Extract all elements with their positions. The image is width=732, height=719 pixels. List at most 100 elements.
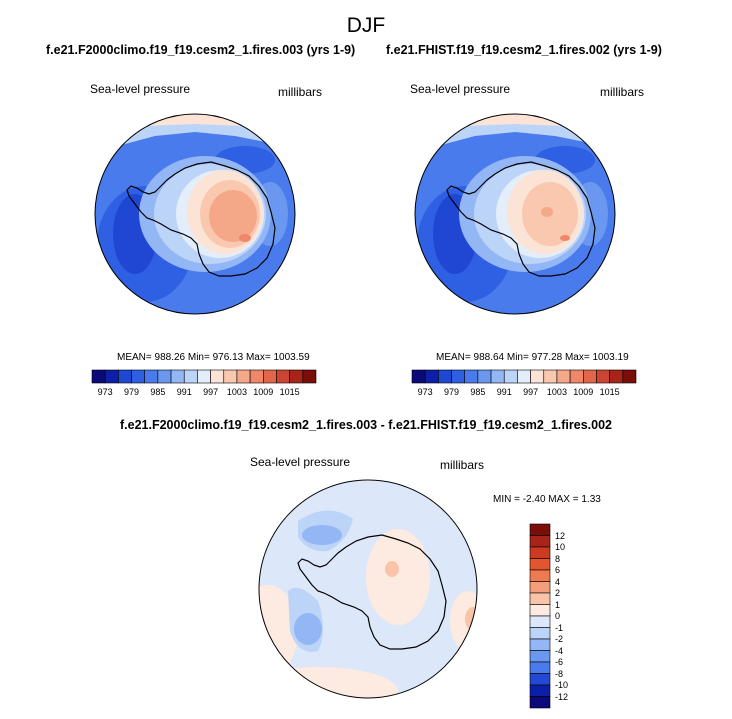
difference-title: f.e21.F2000climo.f19_f19.cesm2_1.fires.0… — [120, 418, 612, 432]
colorbar-tick-label: 991 — [496, 387, 512, 397]
left-stats: MEAN= 988.26 Min= 976.13 Max= 1003.59 — [117, 352, 310, 363]
colorbar-tick-label: 997 — [523, 387, 539, 397]
colorbar-swatch — [451, 369, 466, 384]
colorbar-tick-label: 973 — [97, 387, 113, 397]
right-stats: MEAN= 988.64 Min= 977.28 Max= 1003.19 — [436, 352, 629, 363]
diff-colorbar-tick-label: -1 — [555, 622, 564, 633]
diff-colorbar-swatch — [529, 558, 551, 571]
diff-colorbar-tick-label: 10 — [555, 542, 566, 552]
colorbar-swatch — [249, 369, 264, 384]
colorbar-tick-label: 1015 — [279, 387, 300, 397]
left-panel-title: f.e21.F2000climo.f19_f19.cesm2_1.fires.0… — [46, 43, 356, 57]
diff-stats: MIN = -2.40 MAX = 1.33 — [493, 494, 601, 505]
colorbar-swatch — [530, 369, 545, 384]
diff-colorbar-swatch — [529, 592, 551, 605]
diff-colorbar-swatch — [529, 569, 551, 582]
diff-colorbar-tick-label: 8 — [555, 553, 561, 564]
diff-colorbar-swatch — [529, 650, 551, 663]
diff-colorbar-swatch — [529, 615, 551, 628]
diff-colorbar-swatch — [529, 627, 551, 640]
diff-colorbar-tick-label: -12 — [555, 691, 569, 702]
diff-colorbar-swatch — [529, 673, 551, 686]
diff-colorbar-swatch — [529, 546, 551, 559]
colorbar-tick-label: 1015 — [599, 387, 620, 397]
colorbar-swatch — [144, 369, 159, 384]
colorbar-swatch — [210, 369, 225, 384]
colorbar-swatch — [556, 369, 571, 384]
left-units-label: millibars — [278, 85, 323, 99]
diff-colorbar-swatch — [529, 696, 551, 709]
diff-colorbar-tick-label: -4 — [555, 645, 564, 656]
left-colorbar — [91, 369, 317, 384]
colorbar-tick-label: 1009 — [573, 387, 594, 397]
colorbar-swatch — [276, 369, 290, 384]
colorbar-tick-label: 1003 — [546, 387, 567, 397]
colorbar-swatch — [170, 369, 185, 384]
colorbar-swatch — [197, 369, 211, 384]
left-map — [94, 113, 296, 315]
colorbar-tick-label: 979 — [444, 387, 460, 397]
colorbar-swatch — [569, 369, 584, 384]
colorbar-swatch — [411, 369, 426, 384]
right-map — [414, 113, 616, 315]
colorbar-swatch — [490, 369, 505, 384]
difference-map — [258, 479, 478, 699]
diff-colorbar-swatch — [529, 523, 551, 536]
diff-colorbar-tick-label: 12 — [555, 530, 566, 541]
colorbar-swatch — [596, 369, 610, 384]
diff-colorbar-tick-label: -6 — [555, 657, 564, 667]
colorbar-swatch — [622, 369, 637, 384]
colorbar-swatch — [131, 369, 146, 384]
diff-colorbar-tick-label: 2 — [555, 588, 561, 598]
colorbar-tick-label: 973 — [417, 387, 433, 397]
diff-variable-label: Sea-level pressure — [250, 455, 351, 469]
diff-colorbar-swatch — [529, 535, 551, 548]
diff-colorbar — [529, 523, 551, 709]
right-colorbar-ticks: 973 979 985 991 997 1003 1009 1015 — [412, 387, 636, 399]
diff-colorbar-swatch — [529, 661, 551, 674]
colorbar-tick-label: 979 — [124, 387, 140, 397]
colorbar-swatch — [543, 369, 558, 384]
colorbar-swatch — [438, 369, 452, 384]
right-variable-label: Sea-level pressure — [410, 82, 511, 96]
colorbar-swatch — [609, 369, 624, 384]
left-colorbar-ticks: 973 979 985 991 997 1003 1009 1015 — [92, 387, 316, 399]
colorbar-swatch — [118, 369, 132, 384]
diff-units-label: millibars — [440, 458, 485, 472]
diff-colorbar-tick-label: 0 — [555, 611, 561, 621]
colorbar-swatch — [183, 369, 198, 384]
colorbar-swatch — [262, 369, 277, 384]
diff-colorbar-swatch — [529, 604, 551, 617]
right-panel-title: f.e21.FHIST.f19_f19.cesm2_1.fires.002 (y… — [386, 43, 662, 57]
diff-colorbar-swatch — [529, 684, 551, 697]
colorbar-swatch — [302, 369, 317, 384]
colorbar-swatch — [582, 369, 597, 384]
right-colorbar — [411, 369, 637, 384]
colorbar-tick-label: 985 — [150, 387, 166, 397]
colorbar-swatch — [157, 369, 172, 384]
colorbar-swatch — [91, 369, 106, 384]
diff-colorbar-tick-label: -10 — [555, 680, 569, 690]
diff-colorbar-tick-label: -8 — [555, 668, 564, 679]
colorbar-tick-label: 985 — [470, 387, 486, 397]
colorbar-swatch — [104, 369, 119, 384]
diff-colorbar-tick-label: -2 — [555, 634, 564, 644]
colorbar-tick-label: 997 — [203, 387, 219, 397]
colorbar-swatch — [517, 369, 531, 384]
colorbar-swatch — [464, 369, 479, 384]
left-variable-label: Sea-level pressure — [90, 82, 191, 96]
colorbar-swatch — [424, 369, 439, 384]
colorbar-tick-label: 991 — [176, 387, 192, 397]
diff-colorbar-swatch — [529, 638, 551, 651]
colorbar-tick-label: 1003 — [226, 387, 247, 397]
colorbar-swatch — [289, 369, 304, 384]
diff-colorbar-tick-label: 4 — [555, 576, 561, 587]
diff-colorbar-swatch — [529, 581, 551, 594]
season-title: DJF — [346, 14, 386, 37]
diff-colorbar-ticks: 12 10 8 6 4 2 1 0 -1 -2 -4 -6 -8 -10 -12 — [555, 524, 585, 708]
diff-colorbar-tick-label: 6 — [555, 565, 561, 575]
colorbar-swatch — [477, 369, 492, 384]
diff-colorbar-tick-label: 1 — [555, 599, 561, 610]
colorbar-swatch — [236, 369, 251, 384]
colorbar-swatch — [503, 369, 518, 384]
